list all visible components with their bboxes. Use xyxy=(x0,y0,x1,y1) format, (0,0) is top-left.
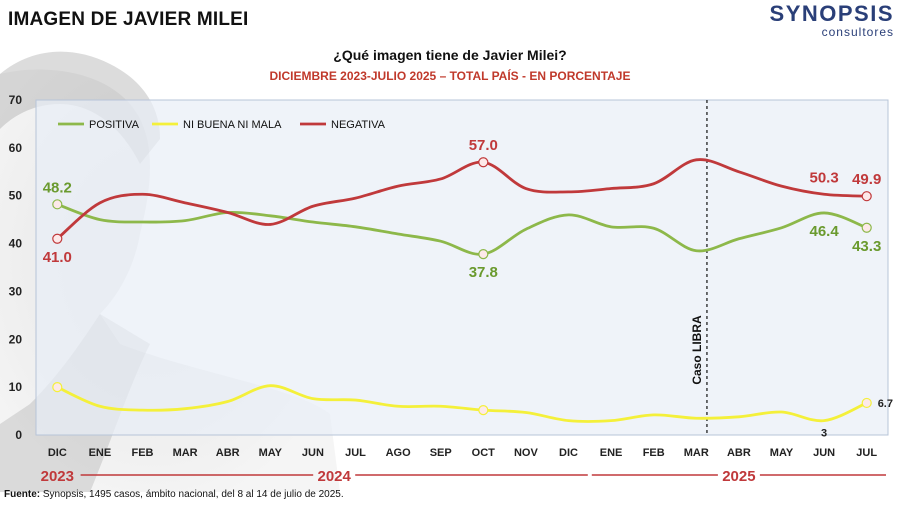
x-tick-label: JUN xyxy=(813,447,835,459)
data-label: 6.7 xyxy=(878,398,893,410)
x-tick-label: JUL xyxy=(345,447,366,459)
data-point-marker xyxy=(52,199,63,210)
y-tick-label: 10 xyxy=(9,380,23,394)
plot-area xyxy=(35,99,889,436)
y-tick-label: 20 xyxy=(9,332,23,346)
x-tick-label: JUN xyxy=(302,447,324,459)
line-chart: 0 10 20 30 40 50 60 70 DIC ENE FEB MAR ABR MAY JUN JUL A… xyxy=(9,93,893,485)
data-label: 57.0 xyxy=(469,137,498,154)
x-tick-label: MAY xyxy=(259,447,283,459)
x-tick-label: JUL xyxy=(856,447,877,459)
legend-label: POSITIVA xyxy=(89,119,140,131)
data-label: 48.2 xyxy=(43,179,72,196)
data-point-marker xyxy=(861,191,872,202)
x-tick-label: OCT xyxy=(472,447,496,459)
y-tick-label: 40 xyxy=(9,237,23,251)
y-tick-label: 70 xyxy=(9,93,23,107)
data-label: 41.0 xyxy=(43,249,72,266)
annotation-label: Caso LIBRA xyxy=(690,315,704,385)
x-tick-label: FEB xyxy=(132,447,154,459)
series-line xyxy=(55,158,869,241)
x-tick-label: DIC xyxy=(48,447,67,459)
data-label: 37.8 xyxy=(469,264,498,281)
header-bar: IMAGEN DE JAVIER MILEI SYNOPSIS consulto… xyxy=(0,0,900,44)
y-tick-label: 30 xyxy=(9,284,23,298)
data-label: 50.3 xyxy=(809,169,838,186)
year-label: 2023 xyxy=(41,468,74,485)
data-label: 49.9 xyxy=(852,171,881,188)
x-tick-label: NOV xyxy=(514,447,539,459)
year-label: 2024 xyxy=(318,468,352,485)
y-tick-label: 50 xyxy=(9,189,23,203)
data-point-marker xyxy=(52,233,63,244)
x-tick-label: AGO xyxy=(386,447,412,459)
data-point-marker xyxy=(861,397,872,409)
legend-label: NEGATIVA xyxy=(331,119,386,131)
data-point-marker xyxy=(478,157,489,168)
series-line xyxy=(55,384,869,423)
x-tick-label: ENE xyxy=(89,447,112,459)
page-title: IMAGEN DE JAVIER MILEI xyxy=(8,9,249,30)
y-tick-label: 60 xyxy=(9,141,23,155)
series-line xyxy=(55,202,869,256)
chart-title: ¿Qué imagen tiene de Javier Milei? xyxy=(333,47,567,63)
data-label: 46.4 xyxy=(809,223,839,240)
x-tick-label: ENE xyxy=(600,447,623,459)
x-tick-label: FEB xyxy=(643,447,665,459)
x-tick-label: DIC xyxy=(559,447,578,459)
x-tick-label: MAR xyxy=(684,447,709,459)
logo-wordmark: SYNOPSIS xyxy=(769,1,894,26)
data-label: 43.3 xyxy=(852,238,881,255)
legend-label: NI BUENA NI MALA xyxy=(183,119,282,131)
data-point-marker xyxy=(861,222,872,233)
source-text: Synopsis, 1495 casos, ámbito nacional, d… xyxy=(40,489,344,500)
synopsis-logo: SYNOPSIS consultores xyxy=(769,1,894,40)
x-tick-label: ABR xyxy=(216,447,240,459)
source-note: Fuente: Synopsis, 1495 casos, ámbito nac… xyxy=(4,489,344,500)
x-tick-label: MAR xyxy=(173,447,198,459)
chart-subtitle: DICIEMBRE 2023-JULIO 2025 – TOTAL PAÍS -… xyxy=(269,69,631,83)
data-point-marker xyxy=(478,249,489,260)
x-tick-label: ABR xyxy=(727,447,751,459)
y-tick-label: 0 xyxy=(15,428,22,442)
x-tick-label: SEP xyxy=(430,447,452,459)
x-tick-label: MAY xyxy=(770,447,794,459)
year-label: 2025 xyxy=(722,468,755,485)
logo-subtitle: consultores xyxy=(821,25,894,39)
data-point-marker xyxy=(478,405,489,416)
data-label: 3 xyxy=(821,428,827,440)
source-label: Fuente: xyxy=(4,489,41,500)
data-point-marker xyxy=(52,382,63,393)
